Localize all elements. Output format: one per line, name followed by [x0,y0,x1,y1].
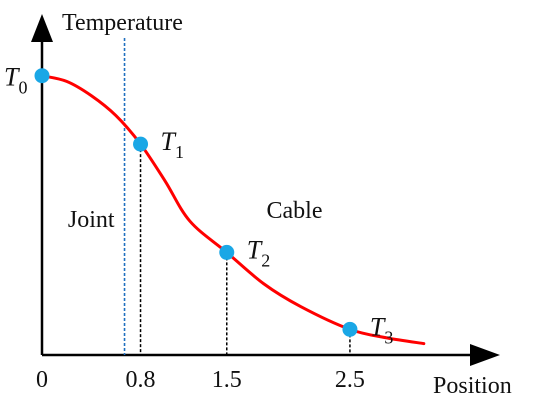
point-label-letter: T [4,63,20,92]
x-axis-label: Position [433,373,512,399]
point-t0 [34,68,50,84]
point-label-subscript: 3 [384,327,393,347]
point-label-t1: T1 [161,127,184,162]
point-t2 [219,244,235,260]
x-axis-arrow [470,344,500,366]
point-label-t3: T3 [370,312,393,347]
point-t3 [342,321,358,337]
y-axis-arrow [31,14,53,42]
x-tick-label: 0 [36,367,48,393]
point-label-t2: T2 [247,235,270,270]
x-tick-label: 1.5 [212,367,242,393]
point-label-t0: T0 [4,63,27,98]
region-label-cable: Cable [267,198,323,224]
point-label-subscript: 2 [261,250,270,270]
point-label-letter: T [247,235,263,264]
x-tick-label: 0.8 [126,367,156,393]
point-label-subscript: 0 [18,78,27,98]
point-label-letter: T [370,312,386,341]
x-tick-label: 2.5 [335,367,365,393]
point-label-letter: T [161,127,177,156]
region-label-joint: Joint [68,207,115,233]
point-t1 [133,136,149,152]
point-label-subscript: 1 [175,142,184,162]
y-axis-label: Temperature [62,10,183,36]
